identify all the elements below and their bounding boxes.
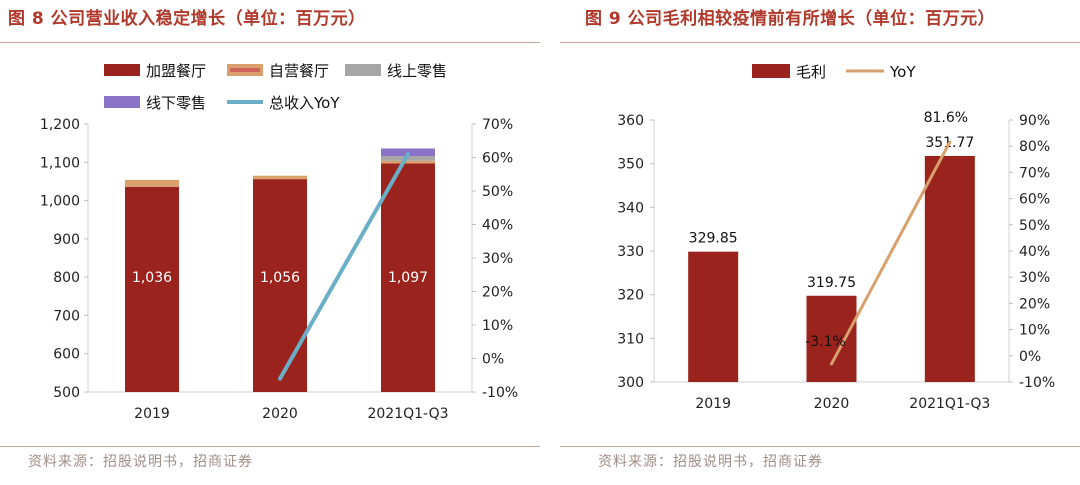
gross-profit-chart: 300 310 320 330 340 350 360 -10% 0% 10% 20% 30% 40% 5… [617,63,1055,412]
bar-self-operated-restaurants [253,175,307,180]
figure-8-top-rule [0,42,540,43]
legend-gross-profit-swatch [752,64,790,78]
x-tick-label: 2019 [695,396,731,412]
y2-tick-label: 50% [482,184,513,200]
legend-franchise-label: 加盟餐厅 [146,62,206,80]
yoy-line [830,140,952,366]
y-tick-label: 320 [617,288,644,304]
y2-tick-label: 80% [1019,139,1050,155]
y-tick-label: 500 [53,385,80,401]
bar-self-operated-restaurants [381,160,435,164]
y2-tick-label: 70% [482,117,513,133]
legend-yoy-label: 总收入YoY [269,94,340,112]
legend-self-operated-label: 自营餐厅 [269,62,329,80]
y-tick-label: 310 [617,331,644,347]
legend-self-operated-swatch-inner [230,68,260,72]
y2-tick-label: -10% [1019,375,1055,391]
bar-data-label: 329.85 [689,231,738,247]
legend-yoy-label: YoY [889,63,916,81]
x-tick-label: 2020 [814,396,850,412]
bar-data-label: 1,036 [132,270,172,286]
figure-8-source: 资料来源：招股说明书，招商证券 [28,454,253,470]
bar-data-label: 1,056 [260,270,300,286]
x-tick-label: 2019 [134,406,170,422]
y2-tick-label: 0% [482,352,504,368]
bar-franchise-restaurants [381,163,435,392]
yoy-data-label: -3.1% [805,334,846,350]
y2-tick-label: 10% [482,318,513,334]
legend-franchise-swatch [104,64,140,76]
bar-gross-profit [688,251,739,382]
y2-tick-label: 20% [1019,296,1050,312]
bar-data-label: 1,097 [388,270,428,286]
yoy-data-label: 81.6% [924,110,968,126]
legend-offline-retail-swatch [104,96,140,108]
y-tick-label: 360 [617,113,644,129]
y2-tick-label: 60% [482,151,513,167]
y2-tick-label: 30% [1019,270,1050,286]
y-tick-label: 1,100 [40,155,80,171]
y-tick-label: 600 [53,347,80,363]
y-tick-label: 300 [617,375,644,391]
y-tick-label: 340 [617,200,644,216]
y2-tick-label: -10% [482,385,518,401]
y-tick-label: 900 [53,232,80,248]
figure-9-title: 图 9 公司毛利相较疫情前有所增长（单位：百万元） [585,9,996,29]
legend-offline-retail-label: 线下零售 [146,94,206,112]
y2-tick-label: 30% [482,251,513,267]
legend-online-retail-swatch [345,64,381,76]
y-tick-label: 1,200 [40,117,80,133]
figure-9-top-rule [560,42,1080,43]
yoy-line [278,152,410,381]
y2-tick-label: 10% [1019,323,1050,339]
y-tick-label: 350 [617,157,644,173]
y2-tick-label: 50% [1019,218,1050,234]
y2-tick-label: 40% [1019,244,1050,260]
y2-tick-label: 20% [482,285,513,301]
bar-self-operated-restaurants [125,179,179,187]
figure-9-source: 资料来源：招股说明书，招商证券 [598,454,823,470]
x-tick-label: 2021Q1-Q3 [367,406,448,422]
y2-tick-label: 40% [482,218,513,234]
bar-gross-profit [806,295,857,382]
x-tick-label: 2020 [262,406,298,422]
figure-8-bottom-rule [0,446,540,447]
legend-gross-profit-label: 毛利 [796,63,826,81]
y-tick-label: 330 [617,244,644,260]
y2-tick-label: 90% [1019,113,1050,129]
x-tick-label: 2021Q1-Q3 [909,396,990,412]
y2-tick-label: 60% [1019,192,1050,208]
y2-tick-label: 70% [1019,165,1050,181]
y2-tick-label: 0% [1019,349,1041,365]
bar-franchise-restaurants [125,186,179,392]
figure-9-bottom-rule [560,446,1080,447]
figure-8-title: 图 8 公司营业收入稳定增长（单位：百万元） [8,9,366,29]
y-tick-label: 700 [53,308,80,324]
legend-online-retail-label: 线上零售 [387,62,447,80]
y-tick-label: 800 [53,270,80,286]
bar-data-label: 319.75 [807,275,856,291]
bar-gross-profit [924,155,975,382]
y-tick-label: 1,000 [40,194,80,210]
revenue-chart: 500 600 700 800 900 1,000 1,100 1,200 -10% 0% 10% 2… [40,62,518,422]
bar-franchise-restaurants [253,179,307,392]
bar-online-retail [381,156,435,161]
